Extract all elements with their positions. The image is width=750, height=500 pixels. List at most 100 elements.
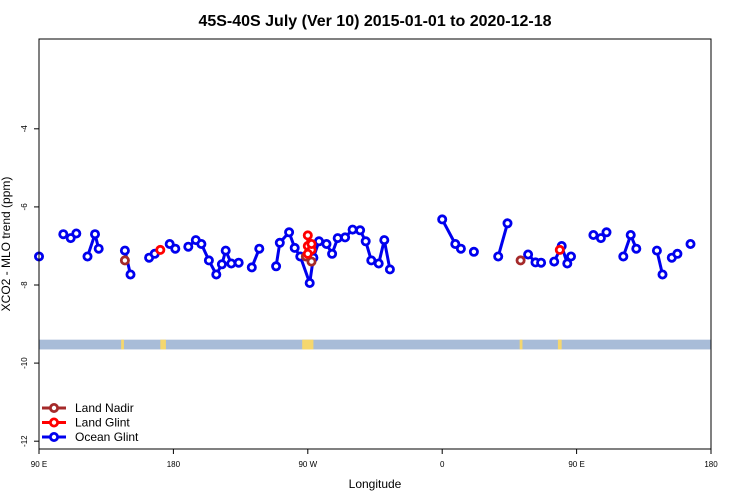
data-point [554,244,565,255]
y-axis: -12 -10 -8 -6 -4 [20,125,39,447]
data-point [379,235,390,246]
x-tick-label: 180 [167,460,181,469]
x-tick-label: 90 E [568,460,584,469]
data-point [321,238,332,249]
data-point [203,255,214,266]
data-point [685,238,696,249]
data-point [502,218,513,229]
land-segment [121,339,124,350]
data-point [246,262,257,273]
x-tick-label: 0 [440,460,445,469]
data-point [562,258,573,269]
land-segment [160,339,166,350]
data-point [455,243,466,254]
y-tick-label: -6 [20,203,29,211]
data-point [340,232,351,243]
data-point [82,251,93,262]
series-layer [34,214,696,288]
data-point [220,245,231,256]
x-axis-label: Longitude [349,477,402,491]
legend-marker [49,417,60,428]
y-tick-label: -10 [20,357,29,369]
ocean-band [39,339,711,350]
data-point [302,230,313,241]
legend-marker [49,431,60,442]
data-point [384,264,395,275]
data-point [672,248,683,259]
data-point [651,245,662,256]
data-point [93,243,104,254]
legend-marker [49,402,60,413]
x-tick-label: 90 E [31,460,47,469]
data-point [306,238,317,249]
data-point [274,237,285,248]
data-point [601,227,612,238]
data-point [284,227,295,238]
data-point [170,243,181,254]
data-point [71,228,82,239]
series-land-glint [155,230,565,259]
data-point [254,243,265,254]
data-point [355,225,366,236]
data-point [618,251,629,262]
x-tick-label: 90 W [298,460,317,469]
y-tick-label: -4 [20,125,29,133]
data-point [216,259,227,270]
legend-label: Land Nadir [75,401,134,415]
y-axis-label: XCO2 - MLO trend (ppm) [0,177,13,312]
data-point [536,257,547,268]
data-point [289,242,300,253]
data-point [631,243,642,254]
data-point [125,269,136,280]
land-ocean-band [39,339,711,350]
data-point [211,269,222,280]
data-point [515,255,526,266]
data-point [119,255,130,266]
data-point [119,245,130,256]
x-tick-label: 180 [704,460,718,469]
data-point [233,257,244,268]
data-point [155,244,166,255]
data-point [549,256,560,267]
data-point [58,229,69,240]
legend-item-land-nadir: Land Nadir [42,401,134,415]
series-ocean-glint [34,214,696,288]
data-point [493,251,504,262]
legend-label: Land Glint [75,416,130,430]
legend-item-land-glint: Land Glint [42,416,130,430]
data-point [306,256,317,267]
data-point [302,248,313,259]
data-point [657,269,668,280]
legend-item-ocean-glint: Ocean Glint [42,430,139,444]
data-point [271,261,282,272]
legend-label: Ocean Glint [75,430,139,444]
data-point [360,236,371,247]
data-point [196,238,207,249]
land-segment [302,339,314,350]
data-point [437,214,448,225]
series-line [187,238,239,276]
data-point [90,229,101,240]
y-tick-label: -8 [20,281,29,289]
data-point [566,251,577,262]
data-point [347,224,358,235]
land-segment [519,339,523,350]
data-point [304,277,315,288]
data-point [468,246,479,257]
data-point [183,241,194,252]
series-line [496,222,509,257]
y-tick-label: -12 [20,435,29,447]
data-point [595,233,606,244]
chart-title: 45S-40S July (Ver 10) 2015-01-01 to 2020… [198,13,551,30]
data-point [588,229,599,240]
series-land-nadir [119,251,526,267]
x-axis: 90 E 180 90 W 0 90 E 180 [31,449,718,469]
land-segment [557,339,562,350]
plot-frame [38,38,712,450]
data-point [327,248,338,259]
data-point [523,249,534,260]
data-point [373,258,384,269]
data-point [625,229,636,240]
